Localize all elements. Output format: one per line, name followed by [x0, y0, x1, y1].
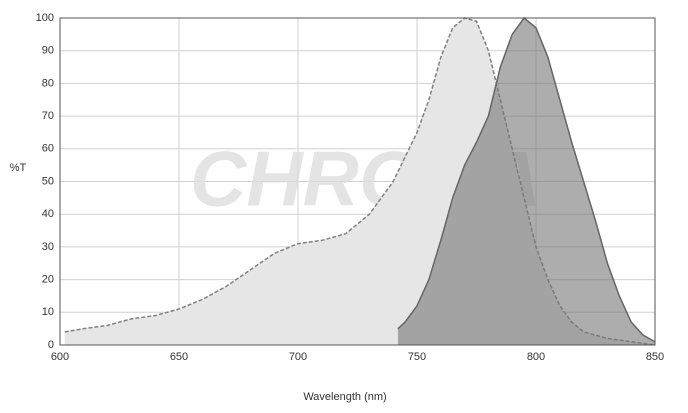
plot-frame — [59, 17, 656, 346]
x-tick-label: 700 — [289, 351, 307, 363]
y-tick-label: 90 — [42, 45, 54, 57]
y-tick-label: 0 — [48, 339, 54, 351]
y-tick-label: 20 — [42, 274, 54, 286]
y-tick-label: 30 — [42, 241, 54, 253]
x-axis-label: Wavelength (nm) — [303, 391, 386, 403]
y-tick-label: 50 — [42, 175, 54, 187]
x-tick-label: 600 — [51, 351, 69, 363]
x-tick-label: 750 — [408, 351, 426, 363]
y-tick-label: 100 — [36, 12, 54, 24]
x-tick-label: 650 — [170, 351, 188, 363]
y-tick-label: 40 — [42, 208, 54, 220]
x-tick-label: 800 — [527, 351, 545, 363]
y-tick-label: 60 — [42, 143, 54, 155]
area — [397, 18, 655, 345]
y-tick-label: 80 — [42, 77, 54, 89]
y-tick-label: 70 — [42, 110, 54, 122]
y-tick-label: 10 — [42, 306, 54, 318]
y-axis-label: %T — [10, 162, 27, 174]
x-tick-label: 850 — [646, 351, 664, 363]
